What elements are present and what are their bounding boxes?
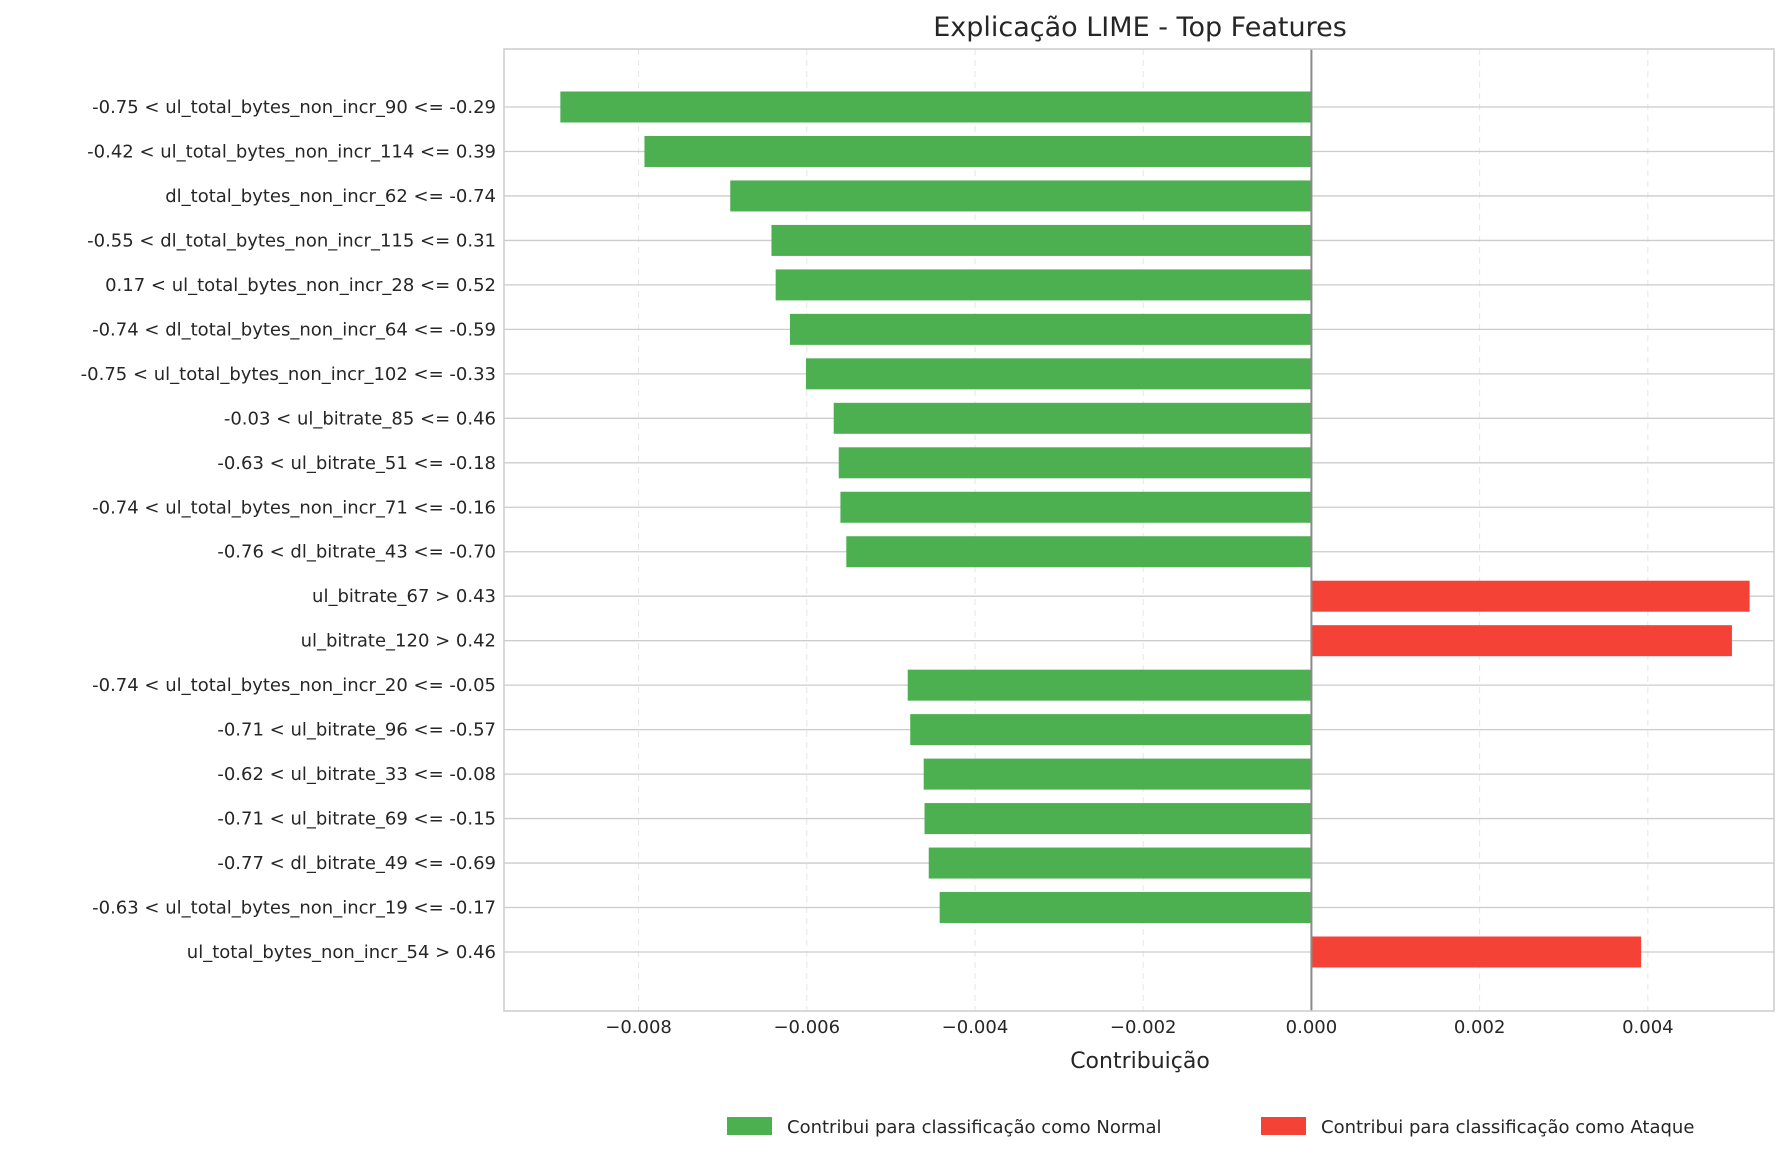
legend-label: Contribui para classificação como Normal	[787, 1117, 1162, 1138]
legend-swatch	[1261, 1117, 1306, 1135]
bar-normal	[644, 135, 1312, 167]
bar-normal	[907, 669, 1312, 701]
y-tick-label: -0.74 < dl_total_bytes_non_incr_64 <= -0…	[92, 319, 496, 340]
y-tick-label: -0.62 < ul_bitrate_33 <= -0.08	[217, 764, 496, 785]
bar-attack	[1311, 625, 1732, 657]
legend: Contribui para classificação como Normal…	[727, 1117, 1694, 1138]
x-tick-label: 0.004	[1622, 1017, 1674, 1038]
y-tick-label: -0.74 < ul_total_bytes_non_incr_20 <= -0…	[92, 675, 496, 696]
axes-layer	[503, 48, 1775, 1012]
x-tick-label: 0.002	[1454, 1017, 1506, 1038]
legend-label: Contribui para classificação como Ataque	[1321, 1117, 1694, 1138]
bar-normal	[775, 269, 1312, 301]
y-tick-label: ul_total_bytes_non_incr_54 > 0.46	[187, 942, 496, 963]
x-tick-label: −0.008	[605, 1017, 672, 1038]
y-tick-label: -0.77 < dl_bitrate_49 <= -0.69	[217, 853, 496, 874]
bar-normal	[840, 491, 1312, 523]
plot-frame	[503, 48, 1775, 1012]
y-tick-label: -0.71 < ul_bitrate_96 <= -0.57	[217, 720, 496, 741]
y-tick-labels: -0.75 < ul_total_bytes_non_incr_90 <= -0…	[81, 97, 496, 963]
bar-normal	[846, 536, 1312, 568]
y-tick-label: -0.03 < ul_bitrate_85 <= 0.46	[224, 408, 496, 429]
x-tick-label: −0.006	[773, 1017, 840, 1038]
y-tick-label: -0.74 < ul_total_bytes_non_incr_71 <= -0…	[92, 497, 496, 518]
x-axis-label: Contribuição	[1070, 1049, 1210, 1074]
bar-normal	[928, 847, 1312, 879]
bar-attack	[1311, 580, 1750, 612]
y-tick-label: -0.76 < dl_bitrate_43 <= -0.70	[217, 542, 496, 563]
bar-normal	[771, 224, 1312, 256]
bar-normal	[805, 358, 1312, 390]
y-tick-label: ul_bitrate_67 > 0.43	[312, 586, 496, 607]
bar-normal	[910, 714, 1312, 746]
chart-title: Explicação LIME - Top Features	[933, 12, 1347, 43]
x-tick-label: −0.002	[1110, 1017, 1177, 1038]
y-tick-label: 0.17 < ul_total_bytes_non_incr_28 <= 0.5…	[105, 275, 496, 296]
bar-normal	[924, 803, 1312, 835]
bar-attack	[1311, 936, 1642, 968]
y-tick-label: -0.75 < ul_total_bytes_non_incr_102 <= -…	[81, 364, 496, 385]
bar-normal	[923, 758, 1312, 790]
y-tick-label: -0.63 < ul_bitrate_51 <= -0.18	[217, 453, 496, 474]
bars-layer	[560, 91, 1750, 968]
bar-normal	[730, 180, 1312, 212]
y-tick-label: -0.63 < ul_total_bytes_non_incr_19 <= -0…	[92, 898, 496, 919]
bar-normal	[833, 402, 1312, 434]
y-tick-label: dl_total_bytes_non_incr_62 <= -0.74	[165, 186, 496, 207]
y-tick-label: -0.55 < dl_total_bytes_non_incr_115 <= 0…	[87, 230, 496, 251]
y-tick-label: -0.71 < ul_bitrate_69 <= -0.15	[217, 809, 496, 830]
bar-normal	[939, 892, 1312, 924]
y-tick-label: -0.42 < ul_total_bytes_non_incr_114 <= 0…	[87, 141, 496, 162]
x-tick-labels: −0.008 −0.006 −0.004 −0.002 0.000 0.002 0.004	[605, 1017, 1673, 1038]
x-tick-label: 0.000	[1286, 1017, 1338, 1038]
x-tick-label: −0.004	[942, 1017, 1009, 1038]
y-tick-label: ul_bitrate_120 > 0.42	[301, 631, 496, 652]
y-tick-label: -0.75 < ul_total_bytes_non_incr_90 <= -0…	[92, 97, 496, 118]
legend-swatch	[727, 1117, 772, 1135]
bar-normal	[560, 91, 1312, 123]
bar-normal	[838, 447, 1312, 479]
bar-normal	[789, 313, 1312, 345]
